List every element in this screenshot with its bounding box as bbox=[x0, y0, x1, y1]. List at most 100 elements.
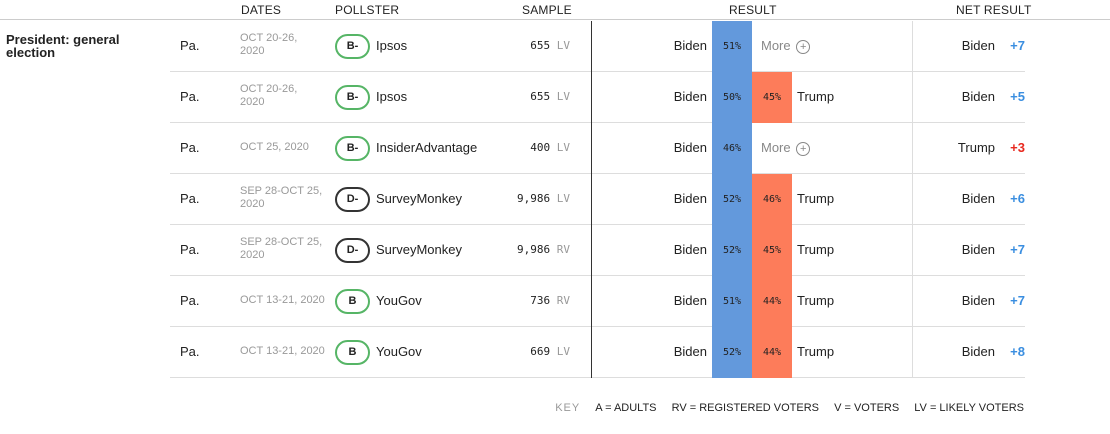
pollster-link[interactable]: SurveyMonkey bbox=[376, 242, 462, 257]
table-row[interactable]: Pa. OCT 13-21, 2020 B YouGov 669 LV Biden 52% 4… bbox=[170, 327, 1025, 378]
biden-pct-bar: 52% bbox=[712, 327, 752, 378]
pollster-grade-badge[interactable]: B- bbox=[335, 34, 370, 59]
table-row[interactable]: Pa. OCT 20-26, 2020 B- Ipsos 655 LV Biden 51% Mo… bbox=[170, 21, 1025, 72]
net-divider bbox=[912, 123, 913, 174]
result-header: RESULT bbox=[729, 3, 777, 17]
sample-size: 669 LV bbox=[530, 345, 570, 358]
result-divider bbox=[591, 21, 592, 72]
net-margin: +7 bbox=[1010, 242, 1025, 257]
key-item: RV = REGISTERED VOTERS bbox=[671, 402, 820, 414]
pollster-link[interactable]: YouGov bbox=[376, 293, 422, 308]
candidate-trump: Trump bbox=[797, 344, 835, 359]
population-type: RV bbox=[556, 294, 570, 307]
population-type: LV bbox=[556, 141, 570, 154]
pollster-link[interactable]: Ipsos bbox=[376, 38, 408, 53]
biden-pct-bar: 52% bbox=[712, 225, 752, 276]
trump-pct-bar: 44% bbox=[752, 327, 792, 378]
biden-pct-bar: 51% bbox=[712, 276, 752, 327]
net-margin: +7 bbox=[1010, 293, 1025, 308]
candidate-biden: Biden bbox=[673, 344, 707, 359]
more-button[interactable]: More + bbox=[761, 38, 811, 54]
pollster-header[interactable]: POLLSTER bbox=[335, 3, 400, 17]
pollster-grade-badge[interactable]: B- bbox=[335, 85, 370, 110]
pollster-link[interactable]: InsiderAdvantage bbox=[376, 140, 478, 155]
poll-dates: OCT 20-26, 2020 bbox=[240, 32, 298, 57]
net-leader: Biden bbox=[961, 293, 995, 308]
trump-pct-bar: 46% bbox=[752, 174, 792, 225]
key-legend: KEY A = ADULTS RV = REGISTERED VOTERS V … bbox=[555, 402, 1024, 414]
table-row[interactable]: Pa. SEP 28-OCT 25, 2020 D- SurveyMonkey 9,986… bbox=[170, 225, 1025, 276]
sample-size: 9,986 LV bbox=[517, 192, 570, 205]
poll-dates: SEP 28-OCT 25, 2020 bbox=[240, 185, 323, 210]
candidate-biden: Biden bbox=[673, 38, 707, 53]
net-leader: Trump bbox=[957, 140, 995, 155]
state-label: Pa. bbox=[180, 191, 200, 206]
sample-size: 400 LV bbox=[530, 141, 570, 154]
biden-pct-bar: 52% bbox=[712, 174, 752, 225]
sample-size: 9,986 RV bbox=[517, 243, 570, 256]
table-row[interactable]: Pa. OCT 25, 2020 B- InsiderAdvantage 400 LV B… bbox=[170, 123, 1025, 174]
sample-size: 655 LV bbox=[530, 90, 570, 103]
population-type: LV bbox=[556, 192, 570, 205]
plus-circle-icon: + bbox=[796, 40, 811, 54]
state-label: Pa. bbox=[180, 293, 200, 308]
biden-pct-bar: 46% bbox=[712, 123, 752, 174]
table-row[interactable]: Pa. SEP 28-OCT 25, 2020 D- SurveyMonkey 9,986… bbox=[170, 174, 1025, 225]
table-row[interactable]: Pa. OCT 13-21, 2020 B YouGov 736 RV Biden 51% 4… bbox=[170, 276, 1025, 327]
poll-dates: OCT 20-26, 2020 bbox=[240, 83, 298, 108]
net-leader: Biden bbox=[961, 191, 995, 206]
pollster-grade-badge[interactable]: D- bbox=[335, 238, 370, 263]
net-divider bbox=[912, 174, 913, 225]
net-divider bbox=[912, 21, 913, 72]
trump-pct-bar: 44% bbox=[752, 276, 792, 327]
population-type: RV bbox=[556, 243, 570, 256]
net-margin: +8 bbox=[1010, 344, 1025, 359]
result-divider bbox=[591, 72, 592, 123]
sample-size: 736 RV bbox=[530, 294, 570, 307]
more-button[interactable]: More + bbox=[761, 140, 811, 156]
state-label: Pa. bbox=[180, 89, 200, 104]
dates-header[interactable]: DATES bbox=[241, 3, 282, 17]
net-leader: Biden bbox=[961, 89, 995, 104]
net-divider bbox=[912, 327, 913, 378]
candidate-biden: Biden bbox=[673, 293, 707, 308]
pollster-grade-badge[interactable]: B bbox=[335, 340, 370, 365]
pollster-link[interactable]: Ipsos bbox=[376, 89, 408, 104]
candidate-biden: Biden bbox=[673, 140, 707, 155]
table-row[interactable]: Pa. OCT 20-26, 2020 B- Ipsos 655 LV Biden 50% 45… bbox=[170, 72, 1025, 123]
trump-pct-bar: 45% bbox=[752, 72, 792, 123]
candidate-biden: Biden bbox=[673, 191, 707, 206]
key-item: LV = LIKELY VOTERS bbox=[914, 402, 1024, 414]
pollster-link[interactable]: SurveyMonkey bbox=[376, 191, 462, 206]
pollster-link[interactable]: YouGov bbox=[376, 344, 422, 359]
population-type: LV bbox=[556, 90, 570, 103]
poll-dates: SEP 28-OCT 25, 2020 bbox=[240, 236, 323, 261]
pollster-grade-badge[interactable]: B- bbox=[335, 136, 370, 161]
state-label: Pa. bbox=[180, 140, 200, 155]
poll-dates: OCT 13-21, 2020 bbox=[240, 345, 325, 357]
net-divider bbox=[912, 225, 913, 276]
net-margin: +7 bbox=[1010, 38, 1025, 53]
pollster-grade-badge[interactable]: D- bbox=[335, 187, 370, 212]
net-margin: +3 bbox=[1010, 140, 1025, 155]
candidate-biden: Biden bbox=[673, 242, 707, 257]
population-type: LV bbox=[556, 345, 570, 358]
trump-pct-bar: 45% bbox=[752, 225, 792, 276]
pollster-grade-badge[interactable]: B bbox=[335, 289, 370, 314]
key-item: A = ADULTS bbox=[595, 402, 657, 414]
biden-pct-bar: 51% bbox=[712, 21, 752, 72]
net-margin: +5 bbox=[1010, 89, 1025, 104]
net-leader: Biden bbox=[961, 344, 995, 359]
net-divider bbox=[912, 276, 913, 327]
candidate-trump: Trump bbox=[797, 293, 835, 308]
candidate-biden: Biden bbox=[673, 89, 707, 104]
net-divider bbox=[912, 72, 913, 123]
result-divider bbox=[591, 276, 592, 327]
sample-header[interactable]: SAMPLE bbox=[522, 3, 572, 17]
state-label: Pa. bbox=[180, 344, 200, 359]
candidate-trump: Trump bbox=[797, 89, 835, 104]
net-result-header[interactable]: NET RESULT bbox=[956, 3, 1032, 17]
net-margin: +6 bbox=[1010, 191, 1025, 206]
key-label: KEY bbox=[555, 402, 581, 414]
result-divider bbox=[591, 225, 592, 276]
